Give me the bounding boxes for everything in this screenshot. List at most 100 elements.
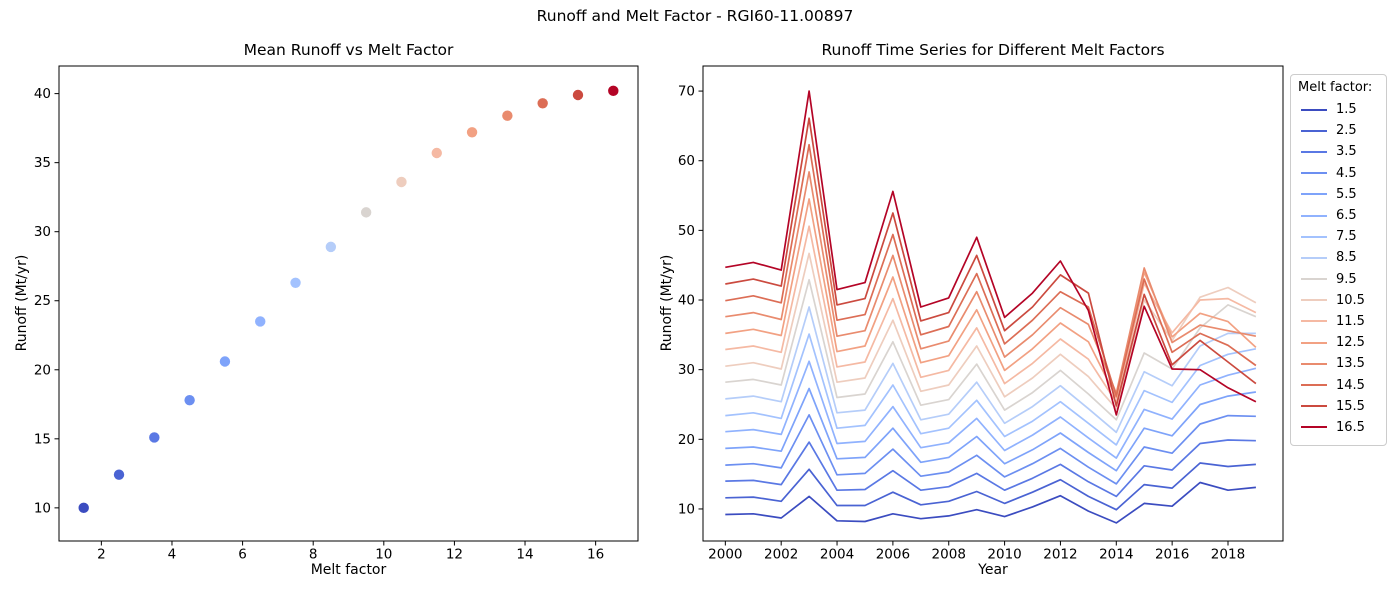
legend-item: 13.5 xyxy=(1298,353,1380,374)
x-tick-label: 2012 xyxy=(1043,547,1077,563)
scatter-point xyxy=(502,110,513,121)
legend-line-swatch xyxy=(1301,299,1327,302)
x-tick-label: 16 xyxy=(587,547,604,563)
legend-item-label: 12.5 xyxy=(1336,335,1365,351)
legend-line-swatch xyxy=(1301,405,1327,408)
legend-title: Melt factor: xyxy=(1298,80,1373,95)
x-tick-label: 2016 xyxy=(1155,547,1189,563)
legend-item: 12.5 xyxy=(1298,332,1380,353)
x-tick-label: 12 xyxy=(446,547,463,563)
legend-item: 15.5 xyxy=(1298,396,1380,417)
x-tick-label: 2004 xyxy=(820,547,854,563)
legend-line-swatch xyxy=(1301,214,1327,217)
y-tick-label: 50 xyxy=(678,223,695,239)
legend-item-label: 11.5 xyxy=(1336,313,1365,329)
legend-item-label: 10.5 xyxy=(1336,292,1365,308)
series-line-1.5 xyxy=(725,481,1256,524)
legend-item-label: 3.5 xyxy=(1336,144,1357,160)
axes-spines xyxy=(58,65,639,542)
x-tick-label: 6 xyxy=(238,547,247,563)
series-line-6.5 xyxy=(725,360,1257,459)
scatter-xlabel: Melt factor xyxy=(310,562,387,578)
legend-line-swatch xyxy=(1301,235,1327,238)
legend-line-swatch xyxy=(1301,426,1327,429)
legend-line-swatch xyxy=(1301,362,1327,365)
y-tick-label: 20 xyxy=(678,432,695,448)
legend-item-label: 7.5 xyxy=(1336,229,1357,245)
series-line-4.5 xyxy=(725,414,1256,485)
legend-line-swatch xyxy=(1301,320,1327,323)
x-tick-label: 2002 xyxy=(764,547,798,563)
scatter-point xyxy=(78,502,89,514)
scatter-point xyxy=(396,176,407,188)
legend-item-label: 16.5 xyxy=(1336,419,1365,435)
y-tick-label: 70 xyxy=(678,84,695,100)
legend-item: 8.5 xyxy=(1298,247,1380,268)
series-line-11.5 xyxy=(725,225,1257,404)
series-line-5.5 xyxy=(725,387,1257,472)
axes-spines xyxy=(702,65,1284,542)
x-tick-label: 4 xyxy=(168,547,177,563)
legend-line-swatch xyxy=(1301,108,1327,111)
legend-item-label: 13.5 xyxy=(1336,356,1365,372)
legend-item: 6.5 xyxy=(1298,205,1380,226)
x-tick-label: 10 xyxy=(375,547,392,563)
scatter-point xyxy=(360,207,372,218)
scatter-plot-title: Mean Runoff vs Melt Factor xyxy=(243,41,454,59)
legend-item: 5.5 xyxy=(1298,184,1380,205)
legend-item-label: 9.5 xyxy=(1336,271,1357,287)
series-line-14.5 xyxy=(725,143,1257,397)
scatter-point xyxy=(290,277,301,288)
y-tick-label: 10 xyxy=(678,501,695,517)
legend: Melt factor: 1.5 2.5 3.5 4.5 5.5 6.5 7.5 8.5 9.5… xyxy=(1290,74,1387,446)
legend-item: 9.5 xyxy=(1298,269,1380,290)
legend-item-label: 4.5 xyxy=(1336,165,1357,181)
legend-item: 1.5 xyxy=(1298,99,1380,120)
series-line-13.5 xyxy=(725,171,1257,395)
scatter-point xyxy=(431,147,442,159)
series-line-16.5 xyxy=(725,90,1257,416)
x-tick-label: 2014 xyxy=(1099,547,1133,563)
legend-item: 11.5 xyxy=(1298,311,1380,332)
x-tick-label: 2006 xyxy=(876,547,910,563)
figure-title: Runoff and Melt Factor - RGI60-11.00897 xyxy=(536,7,854,25)
x-tick-label: 2018 xyxy=(1211,547,1245,563)
legend-item-label: 8.5 xyxy=(1336,250,1357,266)
scatter-point xyxy=(537,98,548,109)
x-tick-label: 14 xyxy=(516,547,533,563)
y-tick-label: 20 xyxy=(34,362,51,378)
y-tick-label: 15 xyxy=(34,431,51,447)
x-tick-label: 2 xyxy=(97,547,106,563)
y-tick-label: 35 xyxy=(34,155,51,171)
series-line-2.5 xyxy=(725,462,1256,511)
scatter-point xyxy=(466,127,478,138)
y-tick-label: 40 xyxy=(678,293,695,309)
legend-line-swatch xyxy=(1301,129,1327,132)
series-line-15.5 xyxy=(725,117,1257,407)
legend-item: 10.5 xyxy=(1298,290,1380,311)
scatter-point xyxy=(184,394,195,406)
y-tick-label: 30 xyxy=(34,224,51,240)
x-tick-label: 2008 xyxy=(932,547,966,563)
legend-items: 1.5 2.5 3.5 4.5 5.5 6.5 7.5 8.5 9.5 10.5 11.5 12.5 1… xyxy=(1298,99,1380,438)
scatter-point xyxy=(325,241,337,253)
line-xlabel: Year xyxy=(978,562,1008,578)
y-tick-label: 60 xyxy=(678,153,695,169)
legend-item-label: 1.5 xyxy=(1336,102,1357,118)
legend-line-swatch xyxy=(1301,193,1327,196)
legend-item-label: 6.5 xyxy=(1336,208,1357,224)
scatter-point xyxy=(219,356,231,367)
line-plot-title: Runoff Time Series for Different Melt Fa… xyxy=(821,41,1165,59)
legend-line-swatch xyxy=(1301,256,1327,259)
y-tick-label: 30 xyxy=(678,362,695,378)
legend-item: 16.5 xyxy=(1298,417,1380,438)
x-tick-label: 2010 xyxy=(987,547,1021,563)
legend-line-swatch xyxy=(1301,150,1327,153)
series-line-12.5 xyxy=(725,198,1257,399)
legend-line-swatch xyxy=(1301,172,1327,175)
legend-item: 4.5 xyxy=(1298,163,1380,184)
y-tick-label: 10 xyxy=(34,500,51,516)
